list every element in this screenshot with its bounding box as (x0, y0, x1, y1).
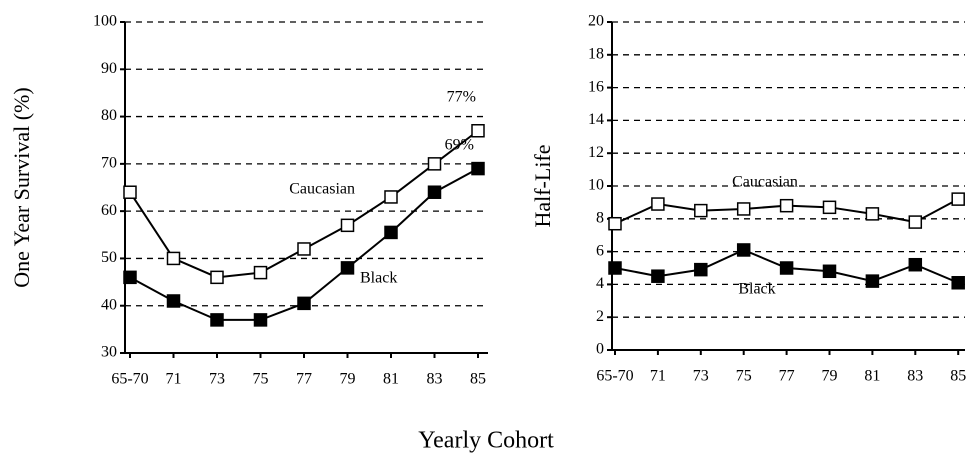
marker (210, 270, 224, 285)
marker (297, 242, 311, 256)
data-label: 77% (447, 89, 476, 106)
marker (736, 202, 751, 216)
y-tick-label: 20 (588, 13, 604, 30)
x-tick-label: 81 (383, 371, 399, 388)
x-tick-label: 71 (166, 371, 182, 388)
marker (608, 261, 622, 275)
marker (822, 264, 837, 279)
marker (340, 218, 355, 233)
y-tick-label: 4 (596, 275, 604, 292)
x-tick-label: 81 (864, 368, 880, 385)
y-tick-label: 10 (588, 177, 604, 194)
y-tick-label: 100 (93, 13, 117, 30)
x-tick-label: 77 (296, 371, 312, 388)
marker (384, 225, 398, 240)
marker (908, 257, 923, 272)
x-axis-label: Yearly Cohort (418, 428, 554, 454)
y-tick-label: 70 (101, 155, 117, 172)
y-tick-label: 0 (596, 341, 604, 358)
marker (123, 185, 137, 199)
x-tick-label: 71 (650, 368, 666, 385)
y-tick-label: 30 (101, 344, 117, 361)
y-tick-label: 80 (101, 107, 117, 124)
x-tick-label: 79 (340, 371, 356, 388)
y-axis-label: One Year Survival (%) (9, 87, 34, 287)
marker (779, 261, 794, 275)
marker (865, 274, 880, 288)
series-label: Caucasian (289, 181, 355, 198)
marker (865, 207, 880, 221)
marker (253, 265, 268, 280)
marker (384, 190, 398, 204)
x-tick-label: 65-70 (596, 368, 633, 385)
series-label: Black (360, 270, 397, 287)
marker (427, 157, 442, 171)
marker (951, 276, 965, 290)
series-label: Black (738, 281, 775, 298)
marker (123, 270, 137, 285)
data-label: 69% (445, 137, 474, 154)
y-tick-label: 8 (596, 209, 604, 226)
marker (166, 251, 181, 266)
x-tick-label: 75 (736, 368, 752, 385)
x-tick-label: 79 (822, 368, 838, 385)
marker (340, 261, 355, 275)
y-tick-label: 16 (588, 78, 604, 95)
x-tick-label: 83 (427, 371, 443, 388)
marker (951, 192, 965, 206)
marker (471, 124, 485, 138)
marker (253, 313, 268, 327)
marker (694, 203, 708, 218)
marker (779, 198, 794, 213)
x-tick-label: 65-70 (111, 371, 148, 388)
y-tick-label: 6 (596, 242, 604, 259)
x-tick-label: 85 (470, 371, 486, 388)
marker (166, 294, 181, 308)
marker (427, 185, 442, 199)
series-label: Caucasian (732, 174, 798, 191)
x-tick-label: 73 (693, 368, 709, 385)
y-tick-label: 40 (101, 296, 117, 313)
y-tick-label: 12 (588, 144, 604, 161)
x-tick-label: 73 (209, 371, 225, 388)
x-tick-label: 75 (253, 371, 269, 388)
y-tick-label: 60 (101, 202, 117, 219)
marker (694, 262, 708, 277)
marker (651, 269, 665, 283)
marker (608, 216, 622, 231)
marker (471, 161, 485, 176)
x-tick-label: 83 (907, 368, 923, 385)
marker (297, 296, 311, 311)
x-tick-label: 85 (950, 368, 966, 385)
marker (822, 200, 837, 215)
x-tick-label: 77 (779, 368, 795, 385)
marker (736, 243, 751, 257)
y-tick-label: 18 (588, 45, 604, 62)
y-axis-label: Half-Life (530, 144, 555, 227)
y-tick-label: 90 (101, 60, 117, 77)
y-tick-label: 14 (588, 111, 604, 128)
y-tick-label: 2 (596, 308, 604, 325)
y-tick-label: 50 (101, 249, 117, 266)
marker (210, 313, 224, 327)
marker (651, 197, 665, 211)
marker (908, 215, 923, 229)
